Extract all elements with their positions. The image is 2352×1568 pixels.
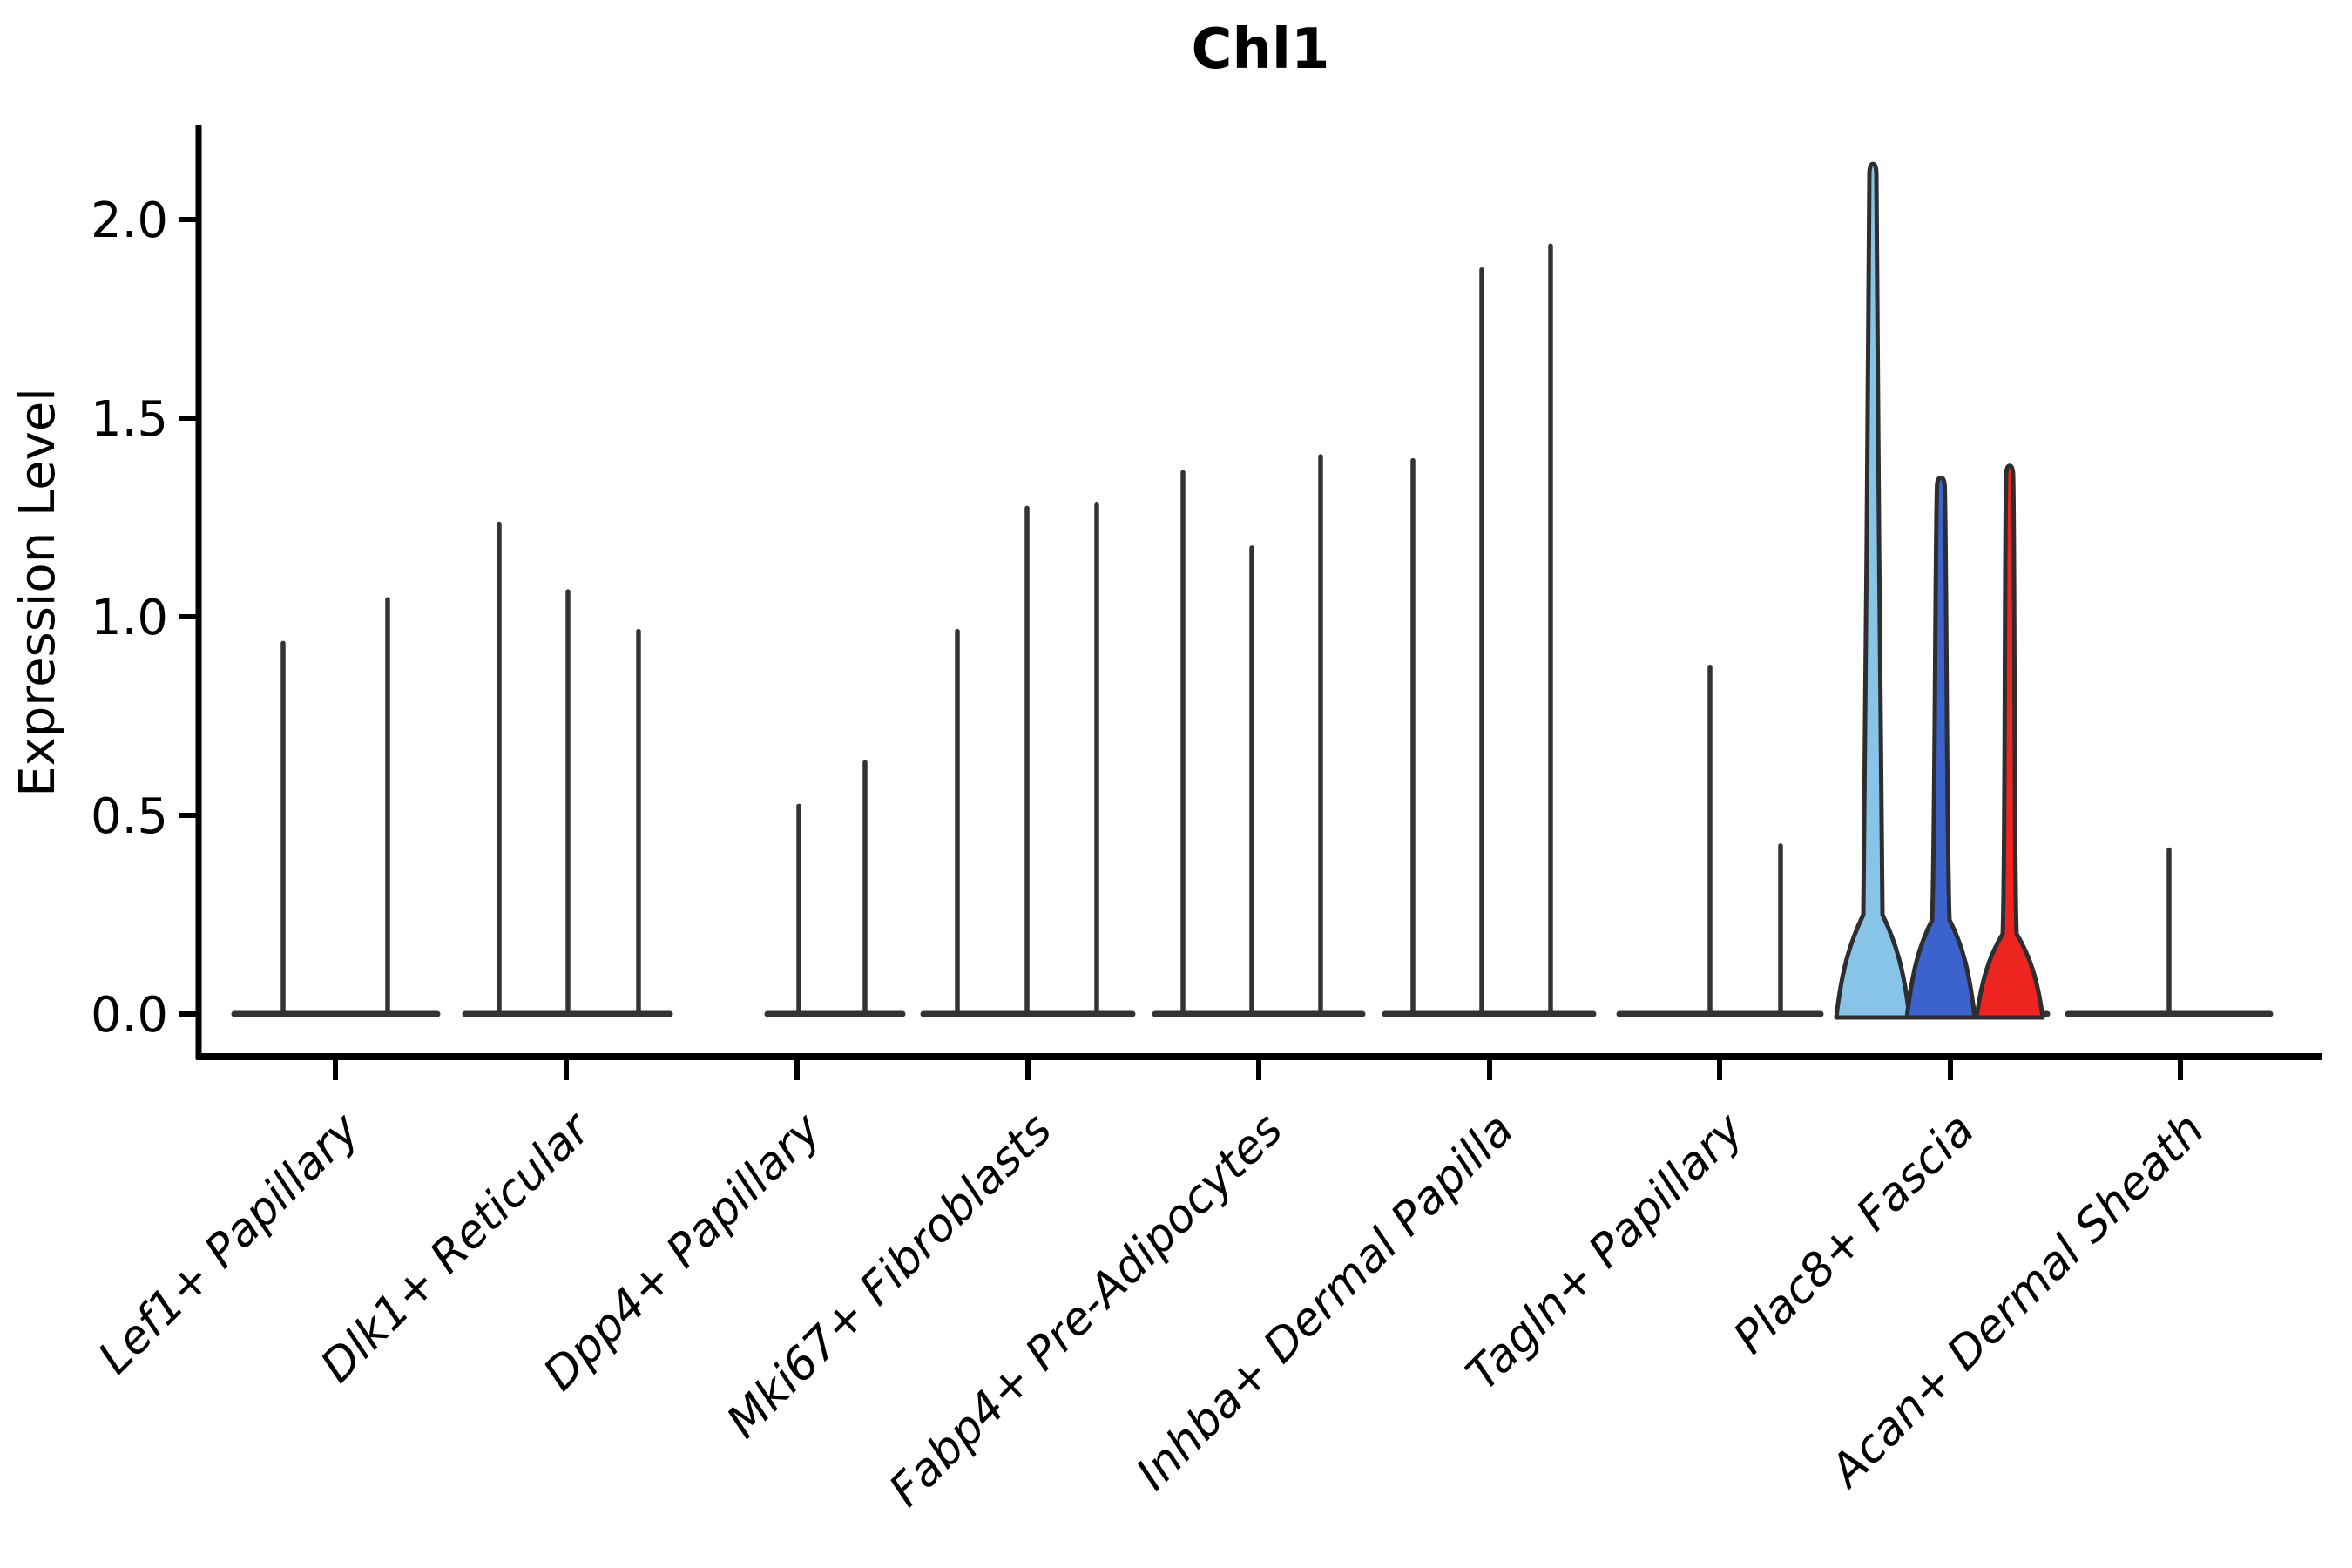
y-tick-label: 2.0 xyxy=(91,193,168,249)
y-tick-label: 1.5 xyxy=(91,391,168,448)
filled-violin xyxy=(1904,475,1977,1020)
x-tick-label: Inhba+ Dermal Papilla xyxy=(1126,1104,1524,1501)
y-axis-ticks: 0.0 0.5 1.0 1.5 2.0 xyxy=(91,193,199,1044)
filled-violin xyxy=(1974,463,2045,1020)
chart-title: Chl1 xyxy=(1192,17,1330,82)
y-tick-label: 0.5 xyxy=(91,788,168,845)
x-tick-label: Plac8+ Fascia xyxy=(1724,1104,1984,1364)
axis-spines xyxy=(195,125,2322,1060)
y-axis-label: Expression Level xyxy=(10,388,66,797)
x-tick-label: Acan+ Dermal Sheath xyxy=(1819,1104,2214,1499)
violin-glyphs xyxy=(231,161,2274,1020)
y-tick-label: 1.0 xyxy=(91,590,168,646)
y-tick-label: 0.0 xyxy=(91,987,168,1044)
x-tick-label: Fabp4+ Pre-Adipocytes xyxy=(880,1104,1294,1517)
filled-violin xyxy=(1834,161,1912,1020)
